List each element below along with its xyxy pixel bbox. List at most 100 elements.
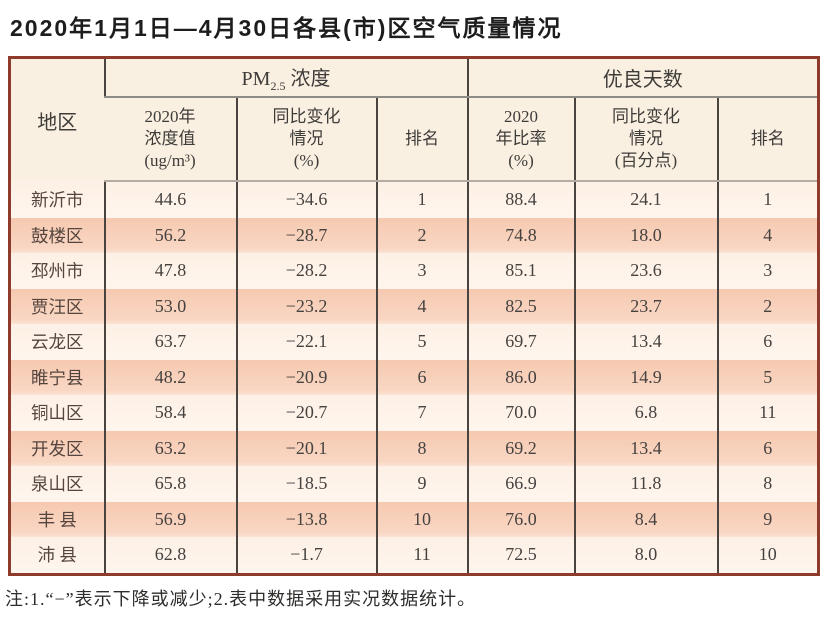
- region-cell: 丰 县: [9, 501, 105, 537]
- good-change-cell: 23.6: [573, 253, 718, 289]
- good-change-cell: 6.8: [573, 395, 718, 431]
- pm-rank-cell: 1: [375, 181, 468, 218]
- pm-change-header-line1: 同比变化: [272, 107, 341, 127]
- good-change-header-line3: (百分点): [614, 150, 678, 170]
- pm-rank-cell: 2: [375, 217, 468, 253]
- table-row: 鼓楼区 56.2 −28.7 2 74.8 18.0 4: [9, 217, 819, 253]
- region-cell: 新沂市: [9, 181, 105, 218]
- pm-rank-cell: 5: [375, 324, 468, 360]
- pm-change-cell: −18.5: [235, 466, 377, 502]
- region-cell: 泉山区: [9, 466, 105, 502]
- pm25-label-subscript: 2.5: [270, 78, 286, 93]
- pm-value-cell: 63.2: [103, 430, 237, 466]
- pm-value-cell: 56.9: [103, 501, 237, 537]
- table-body: 新沂市 44.6 −34.6 1 88.4 24.1 1 鼓楼区 56.2 −2…: [9, 181, 819, 574]
- good-change-cell: 8.0: [573, 537, 718, 574]
- column-header-good-change: 同比变化 情况 (百分点): [573, 97, 718, 182]
- good-change-header-line2: 情况: [629, 129, 664, 149]
- good-ratio-cell: 88.4: [466, 181, 575, 218]
- region-cell: 邳州市: [9, 253, 105, 289]
- pm-value-cell: 63.7: [103, 324, 237, 360]
- table-row: 云龙区 63.7 −22.1 5 69.7 13.4 6: [9, 324, 819, 360]
- pm25-label-main: PM: [241, 67, 271, 90]
- good-ratio-cell: 66.9: [466, 466, 575, 502]
- good-ratio-cell: 69.2: [466, 430, 575, 466]
- table-row: 贾汪区 53.0 −23.2 4 82.5 23.7 2: [9, 288, 819, 324]
- table-row: 开发区 63.2 −20.1 8 69.2 13.4 6: [9, 430, 819, 466]
- air-quality-table: 地区 PM2.5 浓度 优良天数 2020年 浓度值 (ug/m³) 同比变化 …: [8, 56, 821, 576]
- good-ratio-cell: 76.0: [466, 501, 575, 537]
- good-rank-cell: 3: [716, 253, 819, 289]
- good-rank-cell: 6: [716, 430, 819, 466]
- pm-change-cell: −34.6: [235, 181, 377, 218]
- table-row: 新沂市 44.6 −34.6 1 88.4 24.1 1: [9, 181, 819, 218]
- good-rank-cell: 6: [716, 324, 819, 360]
- good-ratio-cell: 70.0: [466, 395, 575, 431]
- good-rank-cell: 9: [716, 501, 819, 537]
- good-ratio-header-line2: 年比率: [495, 129, 547, 149]
- pm-change-cell: −20.7: [235, 395, 377, 431]
- table-row: 铜山区 58.4 −20.7 7 70.0 6.8 11: [9, 395, 819, 431]
- good-change-cell: 14.9: [573, 359, 718, 395]
- good-change-cell: 23.7: [573, 288, 718, 324]
- pm-change-header-line2: 情况: [289, 129, 324, 149]
- pm-value-cell: 47.8: [103, 253, 237, 289]
- sub-header-row: 2020年 浓度值 (ug/m³) 同比变化 情况 (%) 排名 2020 年比…: [10, 97, 819, 182]
- pm-rank-cell: 4: [375, 288, 468, 324]
- pm-value-cell: 56.2: [103, 217, 237, 253]
- good-rank-cell: 8: [716, 466, 819, 502]
- table-row: 睢宁县 48.2 −20.9 6 86.0 14.9 5: [9, 359, 819, 395]
- column-header-region: 地区: [9, 57, 105, 181]
- pm-value-header-line3: (ug/m³): [144, 150, 196, 170]
- column-header-pm-value: 2020年 浓度值 (ug/m³): [104, 97, 237, 182]
- pm-change-cell: −28.7: [235, 217, 377, 253]
- good-rank-cell: 1: [716, 181, 819, 218]
- good-ratio-cell: 82.5: [466, 288, 575, 324]
- column-header-good-rank: 排名: [716, 97, 819, 182]
- good-ratio-cell: 74.8: [466, 217, 575, 253]
- good-change-cell: 8.4: [573, 501, 718, 537]
- pm-rank-cell: 6: [375, 359, 468, 395]
- region-cell: 铜山区: [9, 395, 105, 431]
- region-cell: 贾汪区: [9, 288, 105, 324]
- table-row: 泉山区 65.8 −18.5 9 66.9 11.8 8: [9, 466, 819, 502]
- pm-change-cell: −1.7: [235, 537, 377, 574]
- pm-rank-cell: 11: [375, 537, 468, 574]
- pm-change-cell: −20.9: [235, 359, 377, 395]
- region-cell: 鼓楼区: [9, 217, 105, 253]
- good-change-cell: 24.1: [573, 181, 718, 218]
- pm-value-cell: 44.6: [103, 181, 237, 218]
- pm-value-cell: 53.0: [103, 288, 237, 324]
- column-header-good-ratio: 2020 年比率 (%): [466, 97, 575, 182]
- region-cell: 开发区: [9, 430, 105, 466]
- good-ratio-cell: 69.7: [466, 324, 575, 360]
- good-ratio-cell: 72.5: [466, 537, 575, 574]
- pm-value-header-line2: 浓度值: [144, 129, 196, 149]
- pm-change-cell: −23.2: [235, 288, 377, 324]
- good-change-cell: 18.0: [573, 217, 718, 253]
- good-change-cell: 13.4: [573, 430, 718, 466]
- pm-change-header-line3: (%): [293, 150, 320, 170]
- pm-value-cell: 48.2: [103, 359, 237, 395]
- good-rank-cell: 11: [716, 395, 819, 431]
- good-rank-cell: 5: [716, 359, 819, 395]
- good-change-header-line1: 同比变化: [612, 107, 681, 127]
- good-rank-cell: 2: [716, 288, 819, 324]
- pm-rank-cell: 9: [375, 466, 468, 502]
- pm-change-cell: −13.8: [235, 501, 377, 537]
- good-ratio-header-line1: 2020: [504, 107, 539, 127]
- pm-rank-cell: 8: [375, 430, 468, 466]
- page-title: 2020年1月1日—4月30日各县(市)区空气质量情况: [10, 15, 563, 41]
- good-rank-cell: 4: [716, 217, 819, 253]
- table-row: 沛 县 62.8 −1.7 11 72.5 8.0 10: [9, 537, 819, 574]
- table-header: 地区 PM2.5 浓度 优良天数 2020年 浓度值 (ug/m³) 同比变化 …: [9, 57, 819, 182]
- pm-value-cell: 65.8: [103, 466, 237, 502]
- table-row: 邳州市 47.8 −28.2 3 85.1 23.6 3: [9, 253, 819, 289]
- pm-rank-cell: 10: [375, 501, 468, 537]
- group-header-pm25: PM2.5 浓度: [103, 57, 468, 98]
- good-ratio-header-line3: (%): [508, 150, 534, 170]
- pm-change-cell: −22.1: [235, 324, 377, 360]
- table-row: 丰 县 56.9 −13.8 10 76.0 8.4 9: [9, 501, 819, 537]
- column-header-pm-rank: 排名: [375, 97, 468, 182]
